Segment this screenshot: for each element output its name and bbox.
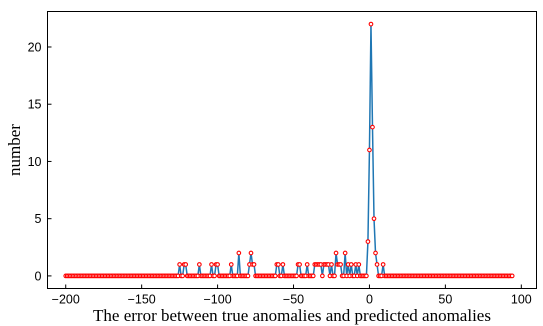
series-line [65, 24, 513, 277]
data-point [310, 273, 316, 279]
x-tick-label: −100 [204, 293, 232, 307]
data-point [342, 250, 348, 256]
x-tick-label: 50 [438, 293, 452, 307]
data-point [180, 273, 186, 279]
data-point [370, 124, 375, 130]
y-tick-label: 20 [28, 40, 42, 54]
data-point [368, 21, 374, 27]
y-tick-label: 5 [35, 212, 42, 226]
x-tick-label: −200 [52, 293, 80, 307]
data-point [297, 262, 302, 267]
data-point [245, 273, 251, 279]
data-point [371, 216, 377, 222]
data-point [367, 147, 372, 153]
data-point [329, 262, 334, 267]
data-point [320, 273, 325, 279]
data-point [177, 262, 182, 267]
data-point [236, 250, 242, 256]
series-markers [63, 21, 515, 279]
y-tick-label: 10 [28, 155, 42, 169]
y-tick-label: 0 [35, 269, 42, 283]
y-axis-ticks: 0 5 10 15 20 [28, 40, 52, 283]
data-point [338, 262, 343, 267]
data-point [380, 262, 386, 267]
data-point [294, 273, 299, 279]
data-point [333, 250, 339, 256]
data-point [304, 262, 310, 267]
data-point [275, 262, 281, 267]
data-point [212, 273, 217, 279]
data-point [373, 250, 378, 256]
x-axis-label: The error between true anomalies and pre… [93, 306, 491, 325]
data-point [364, 273, 369, 279]
data-point [197, 262, 202, 267]
data-point [348, 262, 354, 267]
x-axis-ticks: −200 −150 −100 −50 0 50 100 [52, 284, 532, 307]
plot-frame [47, 11, 537, 289]
data-point [215, 262, 220, 267]
data-point [248, 250, 254, 256]
y-tick-label: 15 [28, 98, 42, 112]
x-tick-label: −150 [128, 293, 156, 307]
y-axis-label: number [5, 124, 24, 176]
x-tick-label: 0 [366, 293, 373, 307]
data-point [183, 262, 189, 267]
x-tick-label: −50 [283, 293, 304, 307]
data-point [332, 273, 337, 279]
data-point [228, 262, 234, 267]
data-point [280, 262, 286, 267]
x-tick-label: 100 [511, 293, 532, 307]
data-point [509, 273, 515, 279]
data-point [365, 239, 371, 244]
data-point [272, 273, 278, 279]
data-point [356, 262, 362, 267]
data-point [209, 262, 214, 267]
data-point [251, 262, 257, 267]
data-point [374, 262, 380, 267]
